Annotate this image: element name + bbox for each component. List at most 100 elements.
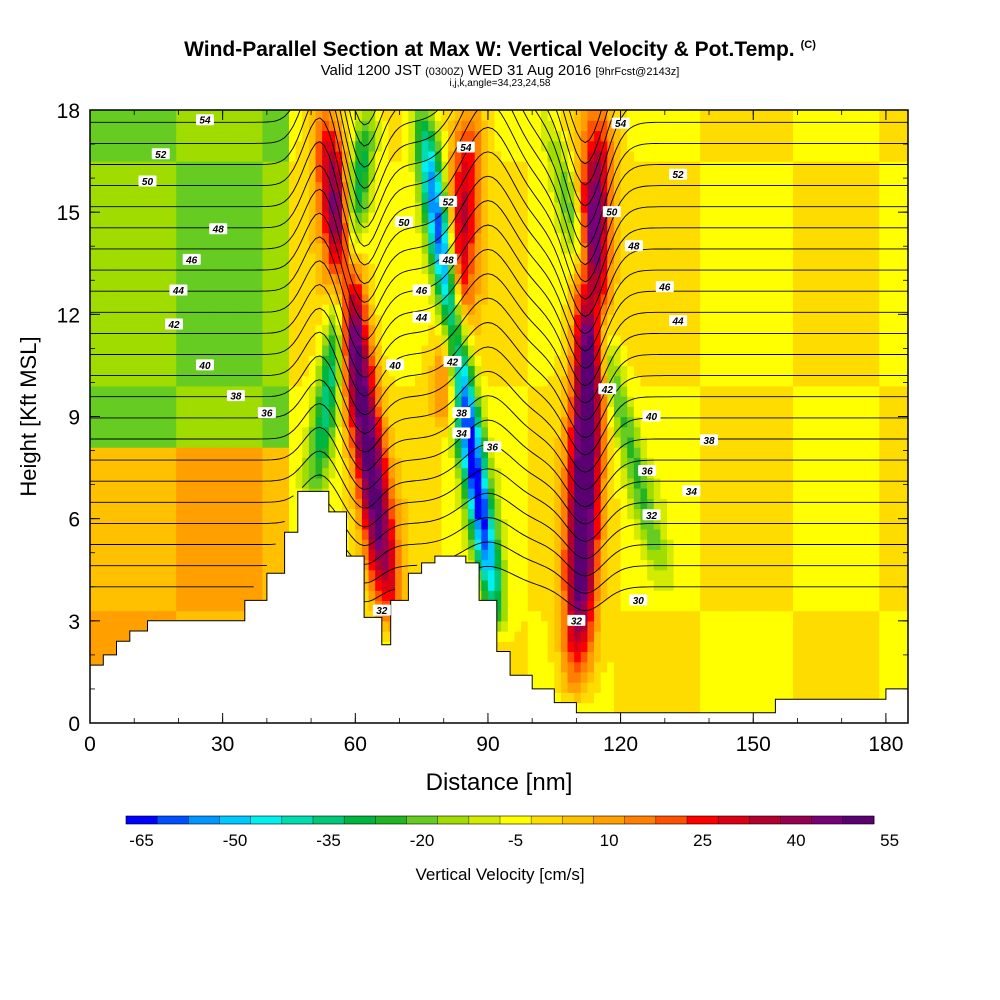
velocity-cell <box>176 447 184 458</box>
velocity-cell <box>395 283 403 295</box>
velocity-cell <box>116 365 124 377</box>
velocity-cell <box>474 436 482 448</box>
velocity-cell <box>269 334 277 346</box>
velocity-cell <box>282 457 290 469</box>
velocity-cell <box>222 253 230 264</box>
velocity-cell <box>554 263 562 275</box>
velocity-cell <box>288 242 297 254</box>
velocity-cell <box>534 314 542 326</box>
velocity-cell <box>587 508 595 520</box>
velocity-cell <box>143 120 151 132</box>
velocity-cell <box>461 120 469 132</box>
velocity-cell <box>249 579 257 591</box>
velocity-cell <box>527 150 535 162</box>
velocity-cell <box>123 232 131 244</box>
velocity-cell <box>627 692 635 704</box>
velocity-cell <box>368 426 376 438</box>
velocity-cell <box>461 385 469 397</box>
velocity-cell <box>587 375 595 387</box>
velocity-cell <box>408 528 416 540</box>
velocity-cell <box>368 161 376 172</box>
velocity-cell <box>96 467 104 479</box>
velocity-cell <box>454 232 463 244</box>
velocity-cell <box>361 283 370 295</box>
velocity-cell <box>521 161 529 172</box>
velocity-cell <box>222 600 230 612</box>
velocity-cell <box>216 212 224 223</box>
velocity-cell <box>335 242 343 254</box>
velocity-cell <box>468 334 476 346</box>
velocity-cell <box>103 498 111 510</box>
velocity-cell <box>348 120 356 132</box>
velocity-cell <box>514 273 522 285</box>
velocity-cell <box>514 498 522 510</box>
velocity-cell <box>209 140 217 152</box>
velocity-cell <box>434 201 443 213</box>
velocity-cell <box>388 477 396 489</box>
velocity-cell <box>355 396 363 407</box>
velocity-cell <box>361 508 370 520</box>
velocity-cell <box>103 518 111 530</box>
velocity-cell <box>182 436 191 448</box>
velocity-cell <box>613 447 622 458</box>
velocity-cell <box>640 692 648 704</box>
velocity-cell <box>209 375 217 387</box>
velocity-cell <box>255 304 264 315</box>
velocity-cell <box>235 273 244 285</box>
velocity-cell <box>408 344 416 356</box>
velocity-cell <box>308 273 317 285</box>
velocity-cell <box>216 365 224 377</box>
velocity-cell <box>196 457 204 469</box>
velocity-cell <box>454 324 463 336</box>
velocity-cell <box>375 150 383 162</box>
velocity-cell <box>441 140 449 152</box>
velocity-cell <box>594 273 602 285</box>
velocity-cell <box>116 355 124 367</box>
velocity-cell <box>487 283 496 295</box>
velocity-cell <box>547 242 555 254</box>
velocity-cell <box>620 201 628 213</box>
velocity-cell <box>633 355 642 367</box>
velocity-cell <box>607 600 615 612</box>
velocity-cell <box>96 426 104 438</box>
velocity-cell <box>109 641 118 653</box>
velocity-cell <box>308 263 317 275</box>
velocity-cell <box>421 396 429 407</box>
velocity-cell <box>308 130 317 142</box>
velocity-cell <box>554 426 562 438</box>
velocity-cell <box>216 120 224 132</box>
velocity-cell <box>534 488 542 499</box>
velocity-cell <box>607 426 615 438</box>
velocity-cell <box>487 579 496 591</box>
velocity-cell <box>375 406 383 418</box>
velocity-cell <box>401 324 409 336</box>
velocity-cell <box>222 406 230 418</box>
velocity-cell <box>229 120 237 132</box>
velocity-cell <box>335 130 343 142</box>
velocity-cell <box>262 232 270 244</box>
velocity-cell <box>388 539 396 550</box>
velocity-cell <box>229 263 237 275</box>
velocity-cell <box>189 416 197 428</box>
velocity-cell <box>494 242 502 254</box>
velocity-cell <box>202 579 210 591</box>
velocity-cell <box>302 120 310 132</box>
velocity-cell <box>143 344 151 356</box>
velocity-cell <box>328 355 336 367</box>
velocity-cell <box>474 253 482 264</box>
velocity-cell <box>428 293 436 305</box>
velocity-cell <box>209 610 217 622</box>
velocity-cell <box>361 436 370 448</box>
velocity-cell <box>361 191 370 203</box>
velocity-cell <box>594 569 602 581</box>
velocity-cell <box>401 426 409 438</box>
velocity-cell <box>521 477 529 489</box>
velocity-cell <box>448 324 456 336</box>
velocity-cell <box>222 549 230 561</box>
velocity-cell <box>189 498 197 510</box>
velocity-cell <box>421 508 429 520</box>
velocity-cell <box>235 212 244 223</box>
velocity-cell <box>607 344 615 356</box>
velocity-cell <box>143 293 151 305</box>
velocity-cell <box>633 426 642 438</box>
